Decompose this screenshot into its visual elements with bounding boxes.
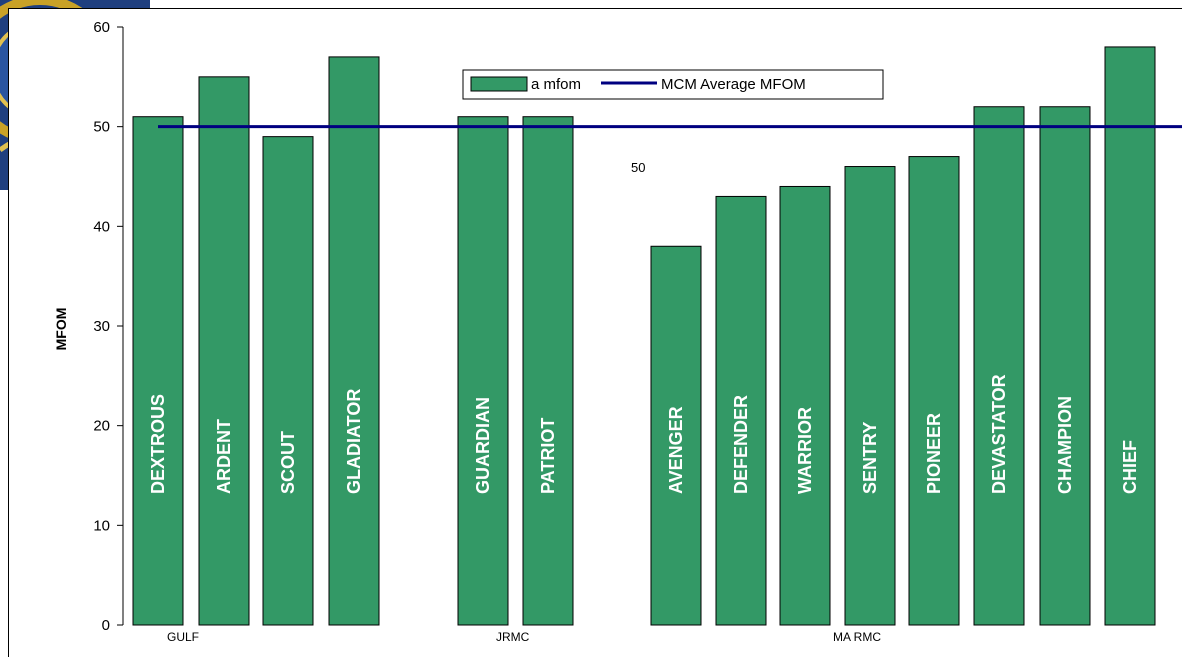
bar-patriot	[522, 116, 574, 626]
bar-scout	[262, 136, 314, 626]
y-axis: 0 10 20 30 40 50 60	[93, 19, 124, 634]
y-tick-label: 40	[93, 218, 110, 235]
bar-dextrous	[132, 116, 184, 626]
legend-bar-swatch	[470, 76, 528, 92]
bar-chief	[1104, 46, 1156, 626]
bar-label-pioneer: PIONEER	[924, 413, 944, 494]
annotation-label: 50	[631, 160, 645, 175]
bar-label-chief: CHIEF	[1120, 440, 1140, 494]
bar-sentry	[844, 166, 896, 626]
y-tick-label: 0	[102, 617, 110, 634]
bar-label-sentry: SENTRY	[860, 422, 880, 494]
y-tick-label: 60	[93, 19, 110, 36]
legend-label-bar-series: a mfom	[531, 76, 581, 93]
bars-layer: DEXTROUS ARDENT SCOUT GLADIATOR GUARDIAN PATR…	[132, 46, 1156, 626]
bar-guardian	[457, 116, 509, 626]
y-tick-label: 50	[93, 119, 110, 136]
bar-defender	[715, 195, 767, 626]
group-label-jrmc: JRMC	[496, 630, 530, 644]
mfom-bar-chart: DEXTROUS ARDENT SCOUT GLADIATOR GUARDIAN PATR…	[53, 19, 1182, 644]
bar-ardent	[198, 76, 250, 626]
bar-pioneer	[908, 156, 960, 626]
bar-label-dextrous: DEXTROUS	[148, 394, 168, 494]
plot-frame: DEXTROUS ARDENT SCOUT GLADIATOR GUARDIAN PATR…	[8, 8, 1182, 657]
bar-devastator	[973, 106, 1025, 626]
bar-label-scout: SCOUT	[278, 431, 298, 494]
group-labels: GULF JRMC MA RMC	[167, 630, 881, 644]
bar-label-warrior: WARRIOR	[795, 407, 815, 494]
y-tick-label: 20	[93, 418, 110, 435]
bar-label-guardian: GUARDIAN	[473, 397, 493, 494]
y-tick-label: 30	[93, 318, 110, 335]
chart-legend: a mfom MCM Average MFOM	[462, 69, 884, 100]
bar-label-gladiator: GLADIATOR	[344, 389, 364, 494]
group-label-gulf: GULF	[167, 630, 199, 644]
legend-label-line-series: MCM Average MFOM	[661, 76, 806, 93]
bar-label-champion: CHAMPION	[1055, 396, 1075, 494]
group-label-ma-rmc: MA RMC	[833, 630, 881, 644]
bar-avenger	[650, 245, 702, 626]
bar-label-ardent: ARDENT	[214, 419, 234, 494]
bar-gladiator	[328, 56, 380, 626]
y-tick-label: 10	[93, 517, 110, 534]
bar-label-patriot: PATRIOT	[538, 418, 558, 494]
bar-label-defender: DEFENDER	[731, 395, 751, 494]
bar-label-avenger: AVENGER	[666, 406, 686, 494]
y-axis-title: MFOM	[53, 308, 69, 351]
bar-label-devastator: DEVASTATOR	[989, 374, 1009, 494]
bar-warrior	[779, 185, 831, 626]
bar-champion	[1039, 106, 1091, 626]
legend-box	[462, 69, 884, 100]
